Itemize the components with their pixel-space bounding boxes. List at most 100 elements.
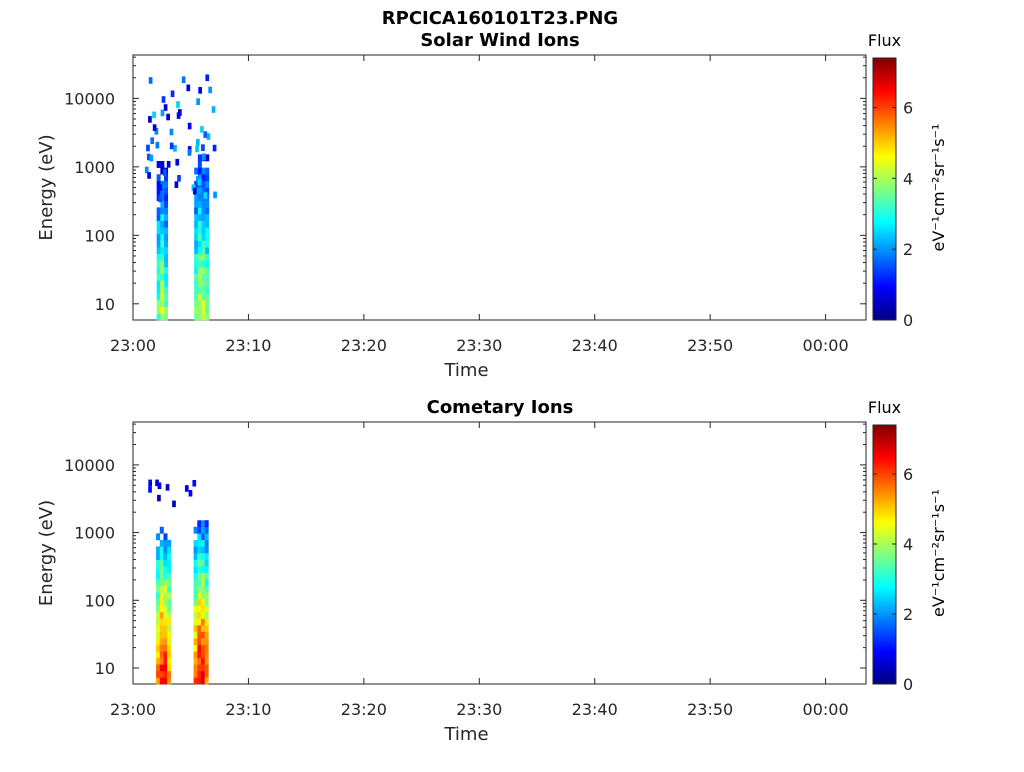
heatmap-cell: [200, 651, 205, 659]
x-tick-label: 23:20: [341, 700, 387, 719]
heatmap-cell: [197, 306, 202, 314]
heatmap-cell: [152, 111, 156, 119]
heatmap-cell: [194, 300, 199, 308]
heatmap-cell: [163, 566, 168, 573]
heatmap-cell: [200, 520, 205, 528]
heatmap-cell: [205, 180, 210, 188]
heatmap-cell: [205, 167, 210, 175]
heatmap-cell: [192, 187, 197, 195]
heatmap-cell: [197, 631, 202, 639]
heatmap-cell: [200, 670, 205, 678]
heatmap-cell: [160, 300, 165, 308]
heatmap-cell: [197, 207, 202, 215]
heatmap-cell: [159, 585, 164, 593]
heatmap-cell: [160, 233, 165, 241]
heatmap-cell: [205, 214, 210, 221]
x-tick-label: 23:40: [572, 700, 618, 719]
heatmap-cell: [163, 644, 168, 652]
heatmap-cell: [160, 280, 165, 288]
heatmap-cell: [160, 167, 165, 175]
heatmap-cell: [156, 677, 161, 685]
heatmap-cell: [204, 670, 209, 678]
heatmap-cell: [156, 227, 161, 235]
heatmap-cell: [156, 664, 161, 672]
heatmap-cell: [200, 644, 205, 652]
heatmap-cell: [193, 553, 198, 560]
heatmap-cell: [193, 572, 198, 580]
plot-frame: [132, 421, 867, 685]
heatmap-cell: [201, 300, 206, 308]
x-tick-label: 23:40: [572, 336, 618, 355]
heatmap-cell: [204, 546, 209, 554]
heatmap-cell: [205, 260, 210, 268]
heatmap-cell: [205, 273, 210, 281]
heatmap-cell: [163, 598, 168, 606]
heatmap-cell: [175, 158, 180, 166]
heatmap-cell: [159, 670, 164, 678]
heatmap-cell: [160, 260, 165, 268]
heatmap-cell: [205, 227, 210, 235]
heatmap-cell: [197, 559, 202, 567]
colorbar-label: Flux: [868, 31, 901, 50]
heatmap-cell: [187, 149, 192, 156]
heatmap-cell: [174, 181, 179, 188]
heatmap-cell: [197, 644, 202, 652]
heatmap-cell: [197, 638, 202, 645]
heatmap-cell: [201, 267, 206, 274]
heatmap-cell: [204, 644, 209, 652]
heatmap-cell: [164, 306, 169, 314]
heatmap-cell: [193, 625, 198, 632]
heatmap-cell: [197, 286, 202, 294]
heatmap-cell: [160, 306, 165, 314]
heatmap-cell: [160, 207, 165, 215]
heatmap-cell: [194, 233, 199, 241]
colorbar-tick-label: 0: [903, 311, 913, 330]
heatmap-cell: [156, 644, 161, 652]
heatmap-cell: [159, 638, 164, 645]
heatmap-cell: [197, 611, 202, 619]
heatmap-cell: [204, 664, 209, 672]
heatmap-cell: [164, 286, 169, 294]
colorbar-tick-label: 2: [903, 240, 913, 259]
heatmap-cell: [197, 625, 202, 632]
heatmap-cell: [197, 618, 202, 626]
heatmap-cell: [156, 260, 161, 268]
heatmap-cell: [167, 664, 172, 672]
heatmap-cell: [204, 598, 209, 606]
heatmap-cell: [156, 293, 161, 301]
heatmap-cell: [156, 566, 161, 573]
heatmap-cell: [164, 240, 169, 248]
heatmap-cell: [205, 200, 210, 208]
heatmap-cell: [192, 479, 197, 487]
heatmap-cell: [163, 585, 168, 593]
heatmap-cell: [204, 572, 209, 580]
heatmap-cell: [205, 306, 210, 314]
heatmap-cell: [193, 605, 198, 613]
heatmap-cell: [156, 572, 161, 580]
heatmap-cell: [200, 618, 205, 626]
colorbar-tick-label: 0: [903, 675, 913, 694]
heatmap-cell: [156, 638, 161, 645]
heatmap-cell: [201, 200, 206, 208]
heatmap-cell: [205, 247, 210, 255]
heatmap-cell: [197, 178, 202, 186]
heatmap-cell: [197, 200, 202, 208]
heatmap-cell: [197, 592, 202, 600]
y-tick-label: 10: [95, 295, 115, 314]
heatmap-cell: [167, 638, 172, 645]
heatmap-cell: [156, 214, 161, 221]
heatmap-cell: [200, 657, 205, 665]
heatmap-cell: [204, 579, 209, 587]
heatmap-cell: [158, 184, 163, 191]
heatmap-cell: [195, 145, 199, 153]
heatmap-cell: [200, 598, 205, 606]
heatmap-cell: [164, 267, 169, 274]
heatmap-cell: [167, 644, 172, 652]
heatmap-cell: [184, 485, 189, 492]
heatmap-cell: [160, 293, 165, 301]
heatmap-cell: [197, 553, 202, 560]
heatmap-cell: [200, 526, 205, 534]
heatmap-cell: [164, 253, 169, 261]
x-axis-label: Time: [443, 360, 488, 381]
heatmap-cell: [200, 559, 205, 567]
